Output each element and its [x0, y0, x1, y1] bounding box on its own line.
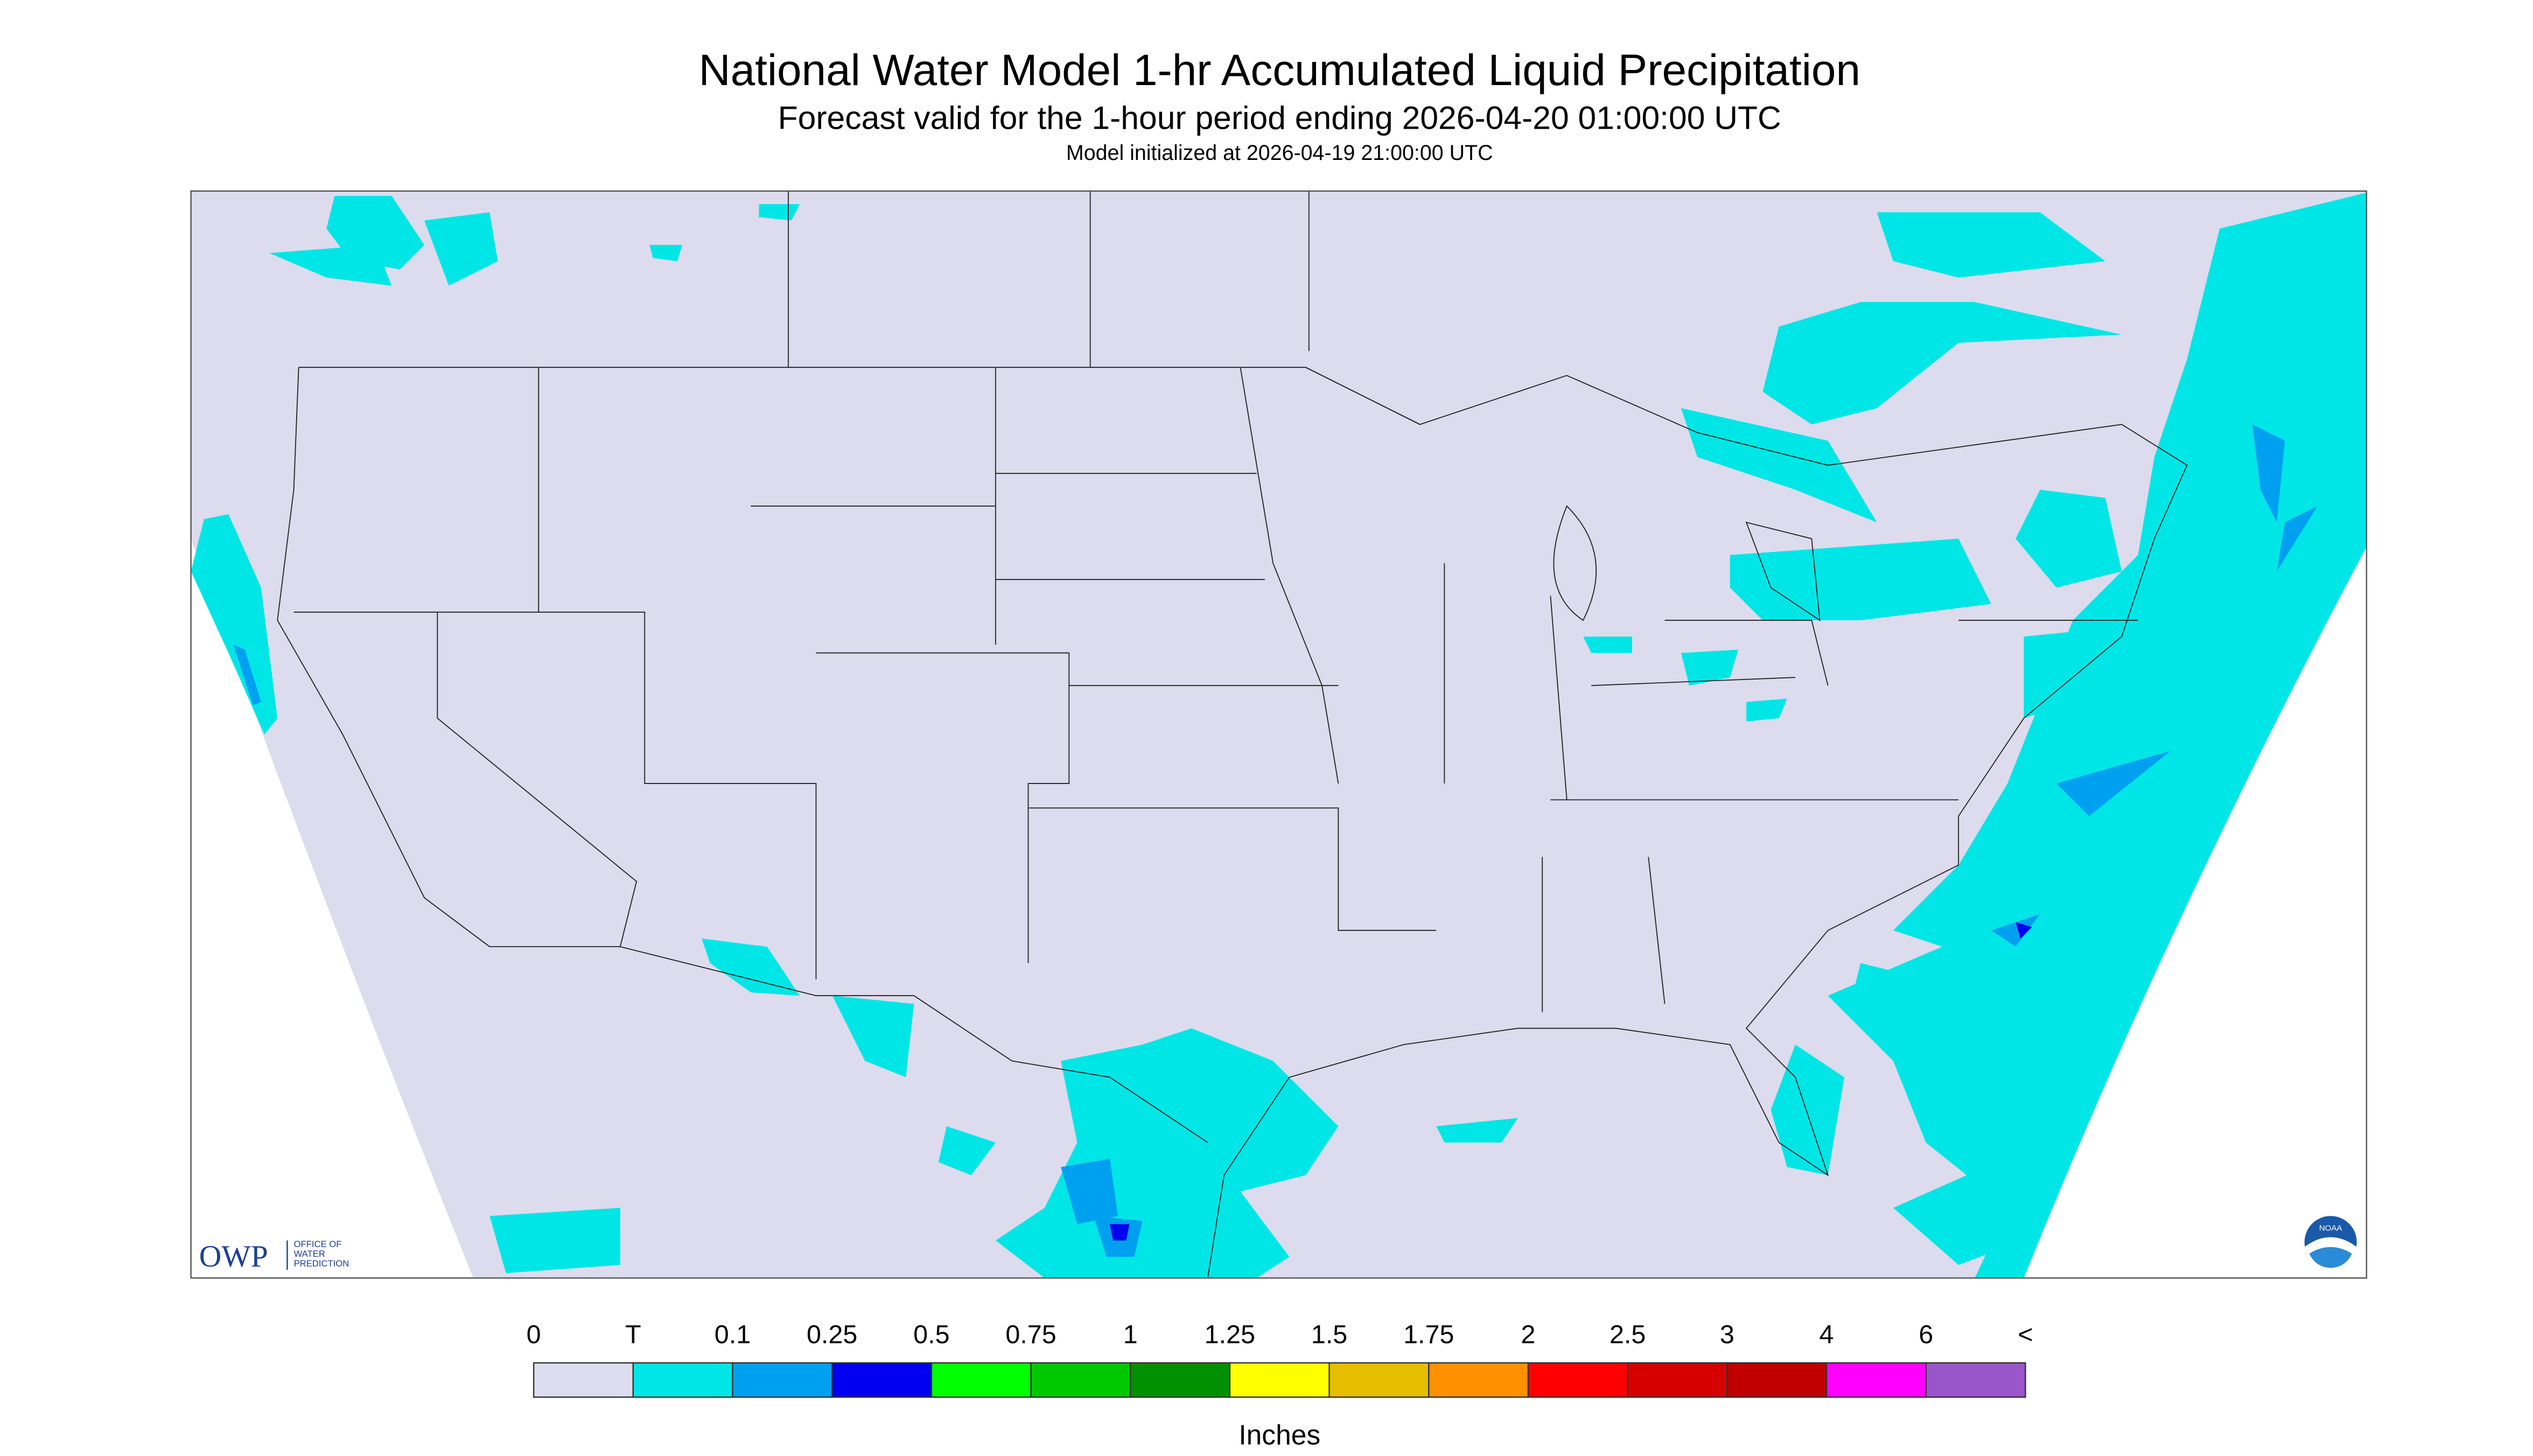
legend-swatch	[1627, 1362, 1728, 1398]
map: OWP OFFICE OF WATER PREDICTION NOAA	[190, 190, 2368, 1279]
legend-label: 3	[1720, 1320, 1734, 1349]
legend-label: 1.25	[1205, 1320, 1255, 1349]
legend-swatch	[1527, 1362, 1628, 1398]
legend-label: 0.75	[1005, 1320, 1056, 1349]
legend-swatch	[831, 1362, 933, 1398]
legend-label: 1	[1123, 1320, 1138, 1349]
legend: 0 T 0.1 0.25 0.5 0.75 1 1.25 1.5 1.75 2 2.5 3 4 6 <	[527, 1320, 2033, 1398]
owp-office: WATER	[294, 1249, 325, 1259]
legend-swatch	[1825, 1362, 1927, 1398]
owp-text: OWP	[199, 1240, 268, 1273]
owp-logo: OWP OFFICE OF WATER PREDICTION	[199, 1239, 349, 1273]
legend-label: 2	[1521, 1320, 1535, 1349]
legend-label: <	[2018, 1320, 2033, 1349]
legend-swatch	[1925, 1362, 2026, 1398]
legend-swatch	[732, 1362, 833, 1398]
subtitle: Forecast valid for the 1-hour period end…	[778, 100, 1781, 136]
map-frame	[190, 190, 2368, 1279]
legend-label: 2.5	[1610, 1320, 1646, 1349]
legend-swatch	[1328, 1362, 1430, 1398]
legend-swatch	[1428, 1362, 1529, 1398]
noaa-text: NOAA	[2319, 1224, 2343, 1233]
legend-unit: Inches	[1238, 1419, 1320, 1451]
legend-label: T	[625, 1320, 641, 1349]
legend-swatch	[533, 1362, 634, 1398]
legend-label: 1.5	[1311, 1320, 1347, 1349]
precip-areas	[191, 192, 2367, 1278]
legend-swatch	[930, 1362, 1032, 1398]
legend-swatch	[632, 1362, 733, 1398]
owp-office: PREDICTION	[294, 1258, 349, 1269]
legend-label: 6	[1919, 1320, 1933, 1349]
noaa-logo: NOAA	[2304, 1216, 2357, 1273]
legend-label: 0.25	[807, 1320, 857, 1349]
legend-label: 1.75	[1403, 1320, 1454, 1349]
legend-swatch	[1726, 1362, 1828, 1398]
legend-label: 0.5	[913, 1320, 949, 1349]
legend-label: 4	[1820, 1320, 1834, 1349]
legend-swatch	[1130, 1362, 1231, 1398]
init-time: Model initialized at 2026-04-19 21:00:00…	[1066, 141, 1493, 165]
legend-label: 0	[527, 1320, 541, 1349]
legend-swatch	[1030, 1362, 1131, 1398]
borders	[277, 191, 2188, 1278]
title: National Water Model 1-hr Accumulated Li…	[699, 46, 1860, 95]
legend-swatch	[1229, 1362, 1330, 1398]
legend-label: 0.1	[715, 1320, 751, 1349]
owp-office: OFFICE OF	[294, 1239, 342, 1249]
